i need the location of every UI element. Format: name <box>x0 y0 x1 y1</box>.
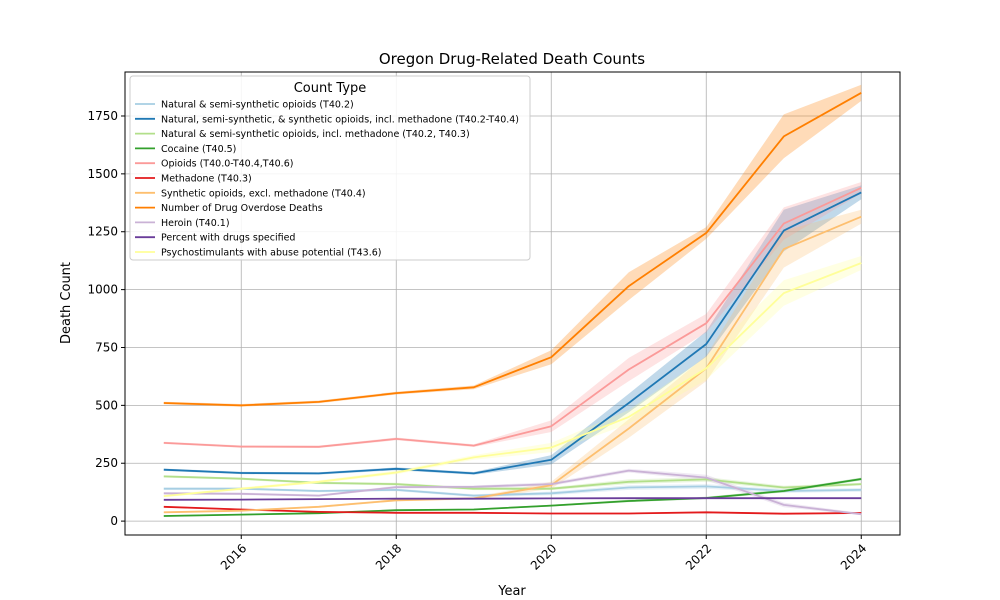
series-line-2 <box>163 475 862 490</box>
series-line-6 <box>163 215 862 514</box>
series-line-5 <box>163 505 862 515</box>
series-line-7 <box>163 92 862 407</box>
y-tick-label: 750 <box>95 340 118 354</box>
legend-label: Natural, semi-synthetic, & synthetic opi… <box>161 114 519 125</box>
legend-entry: Psychostimulants with abuse potential (T… <box>135 248 381 259</box>
legend-entry: Natural, semi-synthetic, & synthetic opi… <box>135 114 519 125</box>
series-line-4 <box>163 186 862 448</box>
series-band-2 <box>163 475 862 491</box>
x-axis-title: Year <box>497 584 526 599</box>
legend-label: Number of Drug Overdose Deaths <box>161 203 323 214</box>
series-lines <box>163 92 862 517</box>
y-axis-title: Death Count <box>59 262 74 344</box>
legend-label: Opioids (T40.0-T40.4,T40.6) <box>161 159 293 170</box>
series-line-9 <box>163 497 862 501</box>
series-line-1 <box>163 191 862 475</box>
series-line-8 <box>163 469 862 516</box>
legend-entry: Methadone (T40.3) <box>135 174 252 185</box>
legend-title: Count Type <box>294 81 367 96</box>
series-band-4 <box>163 182 862 448</box>
legend-entry: Natural & semi-synthetic opioids, incl. … <box>135 129 470 140</box>
legend-label: Heroin (T40.1) <box>161 218 230 229</box>
legend-label: Psychostimulants with abuse potential (T… <box>161 248 381 259</box>
legend: Count Type Natural & semi-synthetic opio… <box>129 75 531 261</box>
y-tick-label: 1250 <box>87 225 118 239</box>
legend-label: Natural & semi-synthetic opioids (T40.2) <box>161 100 354 111</box>
legend-box <box>129 75 531 261</box>
series-band-10 <box>163 256 862 498</box>
legend-entry: Synthetic opioids, excl. methadone (T40.… <box>135 188 366 199</box>
legend-label: Cocaine (T40.5) <box>161 144 236 155</box>
series-line-10 <box>163 262 862 497</box>
plot-area <box>124 71 901 536</box>
series-band-1 <box>163 185 862 475</box>
chart-title: Oregon Drug-Related Death Counts <box>379 50 645 68</box>
y-tick-label: 1000 <box>87 283 118 297</box>
legend-entry: Cocaine (T40.5) <box>135 144 236 155</box>
legend-label: Natural & semi-synthetic opioids, incl. … <box>161 129 470 140</box>
plot-frame <box>124 71 901 536</box>
legend-entry: Opioids (T40.0-T40.4,T40.6) <box>135 159 293 170</box>
legend-entries: Natural & semi-synthetic opioids (T40.2)… <box>135 100 519 259</box>
legend-entry: Heroin (T40.1) <box>135 218 230 229</box>
series-band-6 <box>163 209 862 513</box>
legend-entry: Number of Drug Overdose Deaths <box>135 203 323 214</box>
series-line-3 <box>163 478 862 517</box>
y-tick-label: 0 <box>110 514 118 528</box>
y-tick-label: 1500 <box>87 167 118 181</box>
legend-label: Methadone (T40.3) <box>161 174 252 185</box>
y-tick-label: 250 <box>95 456 118 470</box>
legend-label: Synthetic opioids, excl. methadone (T40.… <box>161 188 366 199</box>
legend-entry: Natural & semi-synthetic opioids (T40.2) <box>135 100 354 111</box>
y-tick-label: 1750 <box>87 109 118 123</box>
legend-label: Percent with drugs specified <box>161 233 295 244</box>
series-band-7 <box>163 84 862 407</box>
y-axis: 0 250 500 750 1000 1250 1500 1750 <box>87 109 125 528</box>
series-line-0 <box>163 485 862 497</box>
legend-entry: Percent with drugs specified <box>135 233 295 244</box>
y-tick-label: 500 <box>95 398 118 412</box>
